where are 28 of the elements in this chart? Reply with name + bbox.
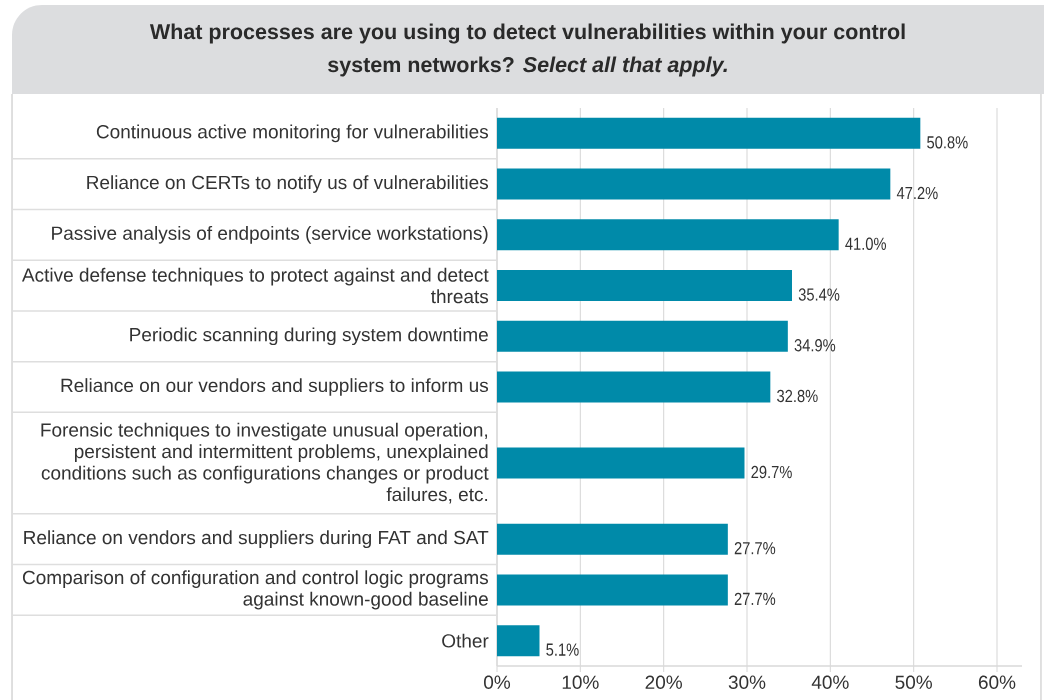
x-tick-label: 20% xyxy=(645,675,682,689)
data-label: 35.4% xyxy=(798,288,840,301)
data-label: 32.8% xyxy=(777,389,818,403)
chart-title: What processes are you using to detect vulnerabilities within your control system networks? Select all that apply. xyxy=(149,23,905,77)
y-tick-label: Forensic techniques to investigate unusual operation, persistent and intermittent problems, unexplained conditions such as configurations changes or product failures, etc. xyxy=(41,422,489,504)
x-tick-label: 0% xyxy=(484,675,511,689)
x-tick-label: 60% xyxy=(978,675,1016,689)
y-tick-label: Comparison of configuration and control logic programs against known-good baseline xyxy=(22,570,489,610)
y-tick-label: Active defense techniques to protect against and detect threats xyxy=(21,267,489,304)
y-tick-label: Continuous active monitoring for vulnerabilities xyxy=(96,124,489,143)
data-label: 34.9% xyxy=(794,339,836,352)
data-label: 27.7% xyxy=(734,541,776,555)
data-label: 5.1% xyxy=(546,643,579,656)
x-tick-label: 40% xyxy=(811,675,849,689)
y-tick-label: Passive analysis of endpoints (service workstations) xyxy=(52,225,488,244)
data-label: 47.2% xyxy=(896,186,938,200)
y-tick-label: Other xyxy=(442,633,489,648)
data-label: 50.8% xyxy=(927,136,968,149)
x-tick-label: 30% xyxy=(728,675,766,689)
x-tick-label: 10% xyxy=(562,675,599,689)
data-label: 29.7% xyxy=(751,465,792,479)
y-tick-label: Periodic scanning during system downtime xyxy=(130,327,488,346)
data-label: 27.7% xyxy=(734,592,776,606)
y-tick-label: Reliance on our vendors and suppliers to inform us xyxy=(61,378,489,396)
y-tick-label: Reliance on CERTs to notify us of vulnerabilities xyxy=(87,175,489,193)
data-label: 41.0% xyxy=(845,237,887,250)
x-tick-label: 50% xyxy=(895,675,932,689)
y-tick-label: Reliance on vendors and suppliers during FAT and SAT xyxy=(24,530,489,549)
